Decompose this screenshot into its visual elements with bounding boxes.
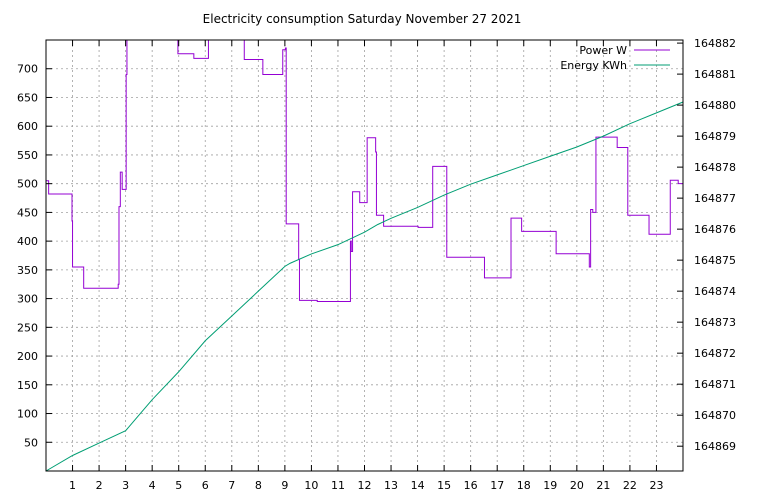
axis-layer: 1 2 3 4 5 6 7 8 9 10 11 12 13 14 15 16 17 18 19 20 21 22 23501… xyxy=(17,37,736,492)
chart-title: Electricity consumption Saturday Novembe… xyxy=(203,12,522,26)
x-tick-label: 13 xyxy=(384,479,398,492)
x-tick-label: 17 xyxy=(490,479,504,492)
series-line-energy xyxy=(45,101,684,472)
y2-tick-label: 164876 xyxy=(694,223,736,236)
legend-label-energy: Energy KWh xyxy=(560,59,627,72)
y-tick-label: 250 xyxy=(17,321,38,334)
y2-tick-label: 164877 xyxy=(694,192,736,205)
x-tick-label: 22 xyxy=(623,479,637,492)
x-tick-label: 20 xyxy=(570,479,584,492)
y-tick-label: 600 xyxy=(17,120,38,133)
legend-label-power: Power W xyxy=(579,44,627,57)
y2-tick-label: 164870 xyxy=(694,409,736,422)
y-tick-label: 500 xyxy=(17,178,38,191)
x-tick-label: 15 xyxy=(437,479,451,492)
grid-layer xyxy=(46,40,683,471)
y-tick-label: 550 xyxy=(17,149,38,162)
y-tick-label: 400 xyxy=(17,235,38,248)
x-tick-label: 18 xyxy=(517,479,531,492)
y-tick-label: 150 xyxy=(17,379,38,392)
legend: Power W Energy KWh xyxy=(560,44,670,72)
y-tick-label: 450 xyxy=(17,206,38,219)
x-tick-label: 9 xyxy=(281,479,288,492)
y2-tick-label: 164869 xyxy=(694,440,736,453)
y2-tick-label: 164879 xyxy=(694,130,736,143)
series-layer xyxy=(45,39,684,472)
x-tick-label: 4 xyxy=(149,479,156,492)
x-tick-label: 19 xyxy=(543,479,557,492)
x-tick-label: 5 xyxy=(175,479,182,492)
x-tick-label: 16 xyxy=(464,479,478,492)
y2-tick-label: 164873 xyxy=(694,316,736,329)
y-tick-label: 50 xyxy=(24,436,38,449)
x-tick-label: 8 xyxy=(255,479,262,492)
x-tick-label: 6 xyxy=(202,479,209,492)
y2-tick-label: 164871 xyxy=(694,378,736,391)
x-tick-label: 12 xyxy=(358,479,372,492)
x-tick-label: 14 xyxy=(411,479,425,492)
y-tick-label: 350 xyxy=(17,264,38,277)
x-tick-label: 7 xyxy=(228,479,235,492)
y2-tick-label: 164882 xyxy=(694,37,736,50)
x-tick-label: 1 xyxy=(69,479,76,492)
y2-tick-label: 164874 xyxy=(694,285,736,298)
y2-tick-label: 164875 xyxy=(694,254,736,267)
y-tick-label: 100 xyxy=(17,408,38,421)
x-tick-label: 21 xyxy=(596,479,610,492)
x-tick-label: 3 xyxy=(122,479,129,492)
y-tick-label: 650 xyxy=(17,91,38,104)
y2-tick-label: 164878 xyxy=(694,161,736,174)
y2-tick-label: 164881 xyxy=(694,68,736,81)
x-tick-label: 11 xyxy=(331,479,345,492)
y-tick-label: 300 xyxy=(17,293,38,306)
y-tick-label: 700 xyxy=(17,63,38,76)
y2-tick-label: 164872 xyxy=(694,347,736,360)
x-tick-label: 10 xyxy=(304,479,318,492)
x-tick-label: 2 xyxy=(96,479,103,492)
y-tick-label: 200 xyxy=(17,350,38,363)
x-tick-label: 23 xyxy=(649,479,663,492)
y2-tick-label: 164880 xyxy=(694,99,736,112)
series-line-power xyxy=(46,39,683,302)
